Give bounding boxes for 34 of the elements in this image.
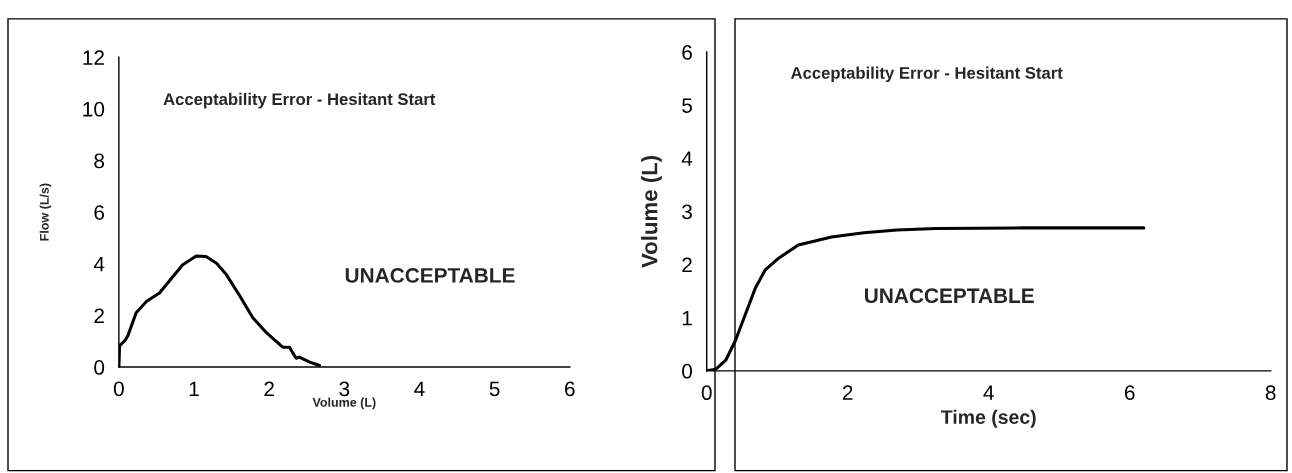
- y-tick-label: 5: [682, 98, 692, 113]
- y-tick-label: 4: [681, 151, 693, 166]
- annotation: UNACCEPTABLE: [345, 268, 515, 283]
- x-axis-title: Volume (L): [312, 397, 376, 410]
- x-tick-label: 2: [842, 385, 853, 400]
- y-axis-title: Flow (L/s): [39, 183, 52, 241]
- y-tick-label: 4: [93, 256, 105, 272]
- x-tick-label: 0: [113, 381, 124, 397]
- x-axis-title: Time (sec): [941, 409, 1036, 428]
- y-tick-label: 2: [682, 257, 692, 273]
- x-tick-label: 4: [983, 385, 994, 400]
- annotation: Acceptability Error - Hesitant Start: [790, 66, 1063, 83]
- x-tick-label: 6: [1124, 385, 1135, 401]
- y-tick-label: 1: [682, 310, 692, 326]
- x-tick-label: 1: [189, 381, 199, 397]
- y-tick-label: 3: [682, 204, 692, 220]
- x-tick-label: 3: [339, 381, 350, 397]
- x-tick-label: 8: [1265, 385, 1276, 401]
- y-tick-label: 12: [83, 50, 104, 65]
- annotation: UNACCEPTABLE: [865, 288, 1034, 304]
- y-tick-label: 6: [94, 205, 105, 220]
- y-tick-label: 0: [682, 363, 693, 379]
- x-tick-label: 2: [264, 381, 274, 397]
- y-tick-label: 6: [682, 45, 692, 60]
- annotation: Acceptability Error - Hesitant Start: [163, 92, 436, 109]
- y-tick-label: 8: [94, 153, 105, 169]
- y-tick-label: 2: [94, 308, 104, 323]
- x-tick-label: 5: [489, 381, 500, 397]
- x-tick-label: 4: [414, 381, 425, 397]
- x-tick-label: 6: [565, 381, 575, 397]
- y-axis-title: Volume (L): [641, 155, 662, 268]
- y-tick-label: 0: [94, 360, 105, 375]
- x-tick-label: 0: [701, 385, 712, 401]
- y-tick-label: 10: [83, 101, 105, 117]
